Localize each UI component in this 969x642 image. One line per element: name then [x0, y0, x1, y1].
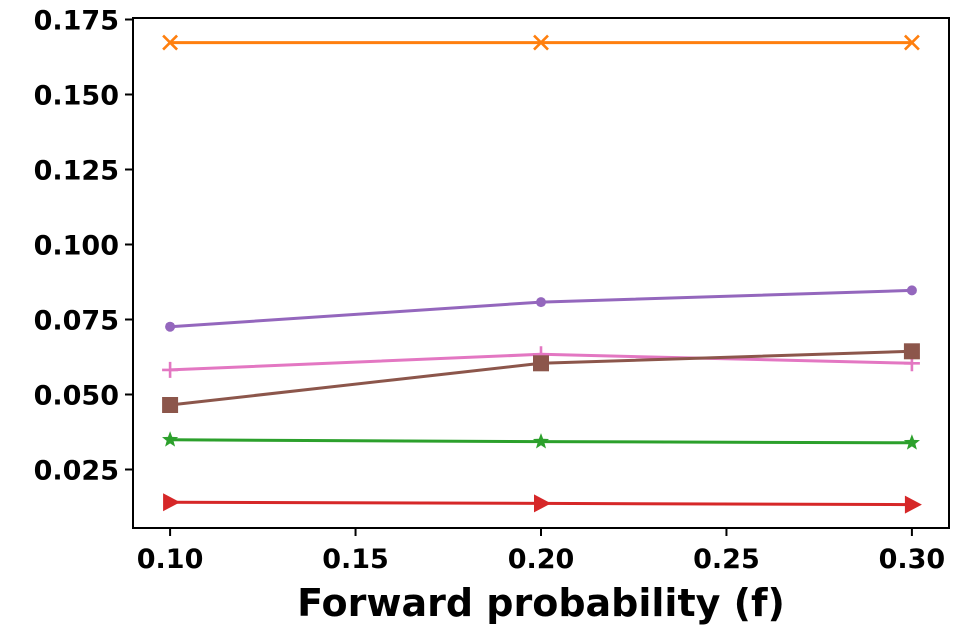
y-tick-label: 0.150 [34, 81, 119, 112]
y-tick-label: 0.050 [34, 381, 119, 412]
data-point [533, 355, 549, 372]
x-axis-ticks: 0.10 0.15 0.20 0.25 0.30 [137, 528, 945, 575]
y-tick-label: 0.025 [34, 456, 119, 487]
x-tick-label: 0.10 [137, 544, 204, 575]
series-3 [162, 343, 920, 413]
data-point [163, 493, 181, 512]
y-tick-label: 0.125 [34, 156, 119, 187]
data-point [906, 285, 917, 296]
data-point [536, 297, 546, 308]
x-tick-label: 0.25 [693, 544, 760, 575]
data-point [162, 361, 179, 378]
y-tick-label: 0.075 [34, 306, 119, 337]
series-5 [163, 493, 922, 514]
data-point [162, 431, 179, 447]
series-0 [162, 34, 920, 51]
y-axis-ticks: 0.025 0.050 0.075 0.100 0.125 0.150 0.175 [34, 6, 133, 487]
data-point [534, 494, 551, 513]
data-point [162, 397, 179, 413]
series-2 [162, 346, 920, 378]
x-axis-title: Forward probability (f) [297, 581, 785, 625]
data-point [162, 34, 179, 51]
data-point [532, 433, 550, 449]
data-point [904, 495, 922, 514]
plot-area [132, 17, 950, 529]
data-point [165, 321, 176, 332]
x-tick-label: 0.20 [508, 544, 575, 575]
data-point [903, 343, 920, 360]
data-point [903, 34, 920, 51]
y-tick-label: 0.175 [34, 6, 119, 37]
series-layer [162, 34, 922, 514]
y-tick-label: 0.100 [34, 231, 119, 262]
data-point [533, 34, 549, 51]
x-tick-label: 0.15 [322, 544, 389, 575]
series-4 [162, 431, 920, 450]
x-tick-label: 0.30 [879, 544, 946, 575]
series-1 [165, 285, 917, 332]
data-point [903, 434, 920, 450]
